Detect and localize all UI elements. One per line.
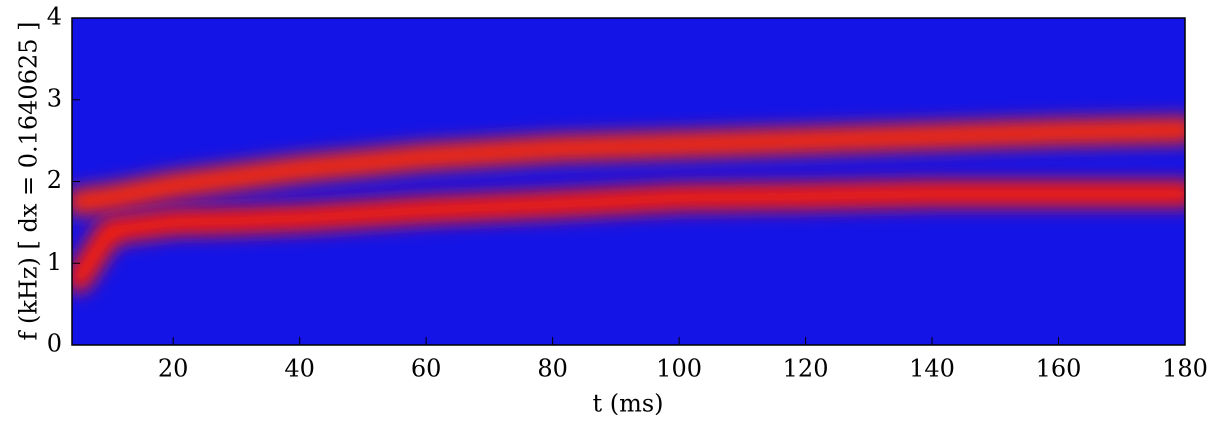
spectral-ridge bbox=[72, 180, 1185, 293]
x-tick-label: 80 bbox=[537, 355, 568, 383]
y-tick-label: 3 bbox=[47, 84, 62, 112]
x-tick-label: 20 bbox=[158, 355, 189, 383]
y-axis-title: f (kHz) [ dx = 0.1640625 ] bbox=[15, 21, 43, 340]
y-tick-label: 4 bbox=[47, 3, 62, 31]
x-axis-title: t (ms) bbox=[592, 390, 663, 418]
x-tick-label: 100 bbox=[656, 355, 702, 383]
x-tick-label: 60 bbox=[411, 355, 442, 383]
x-tick-label: 120 bbox=[783, 355, 829, 383]
y-tick-label: 1 bbox=[47, 248, 62, 276]
x-tick-label: 140 bbox=[909, 355, 955, 383]
plot-area bbox=[72, 18, 1185, 345]
x-tick-label: 40 bbox=[284, 355, 315, 383]
x-tick-label: 160 bbox=[1036, 355, 1082, 383]
x-tick-label: 180 bbox=[1162, 355, 1208, 383]
spectral-ridge bbox=[72, 116, 1185, 215]
y-tick-label: 0 bbox=[47, 330, 62, 358]
y-tick-label: 2 bbox=[47, 166, 62, 194]
